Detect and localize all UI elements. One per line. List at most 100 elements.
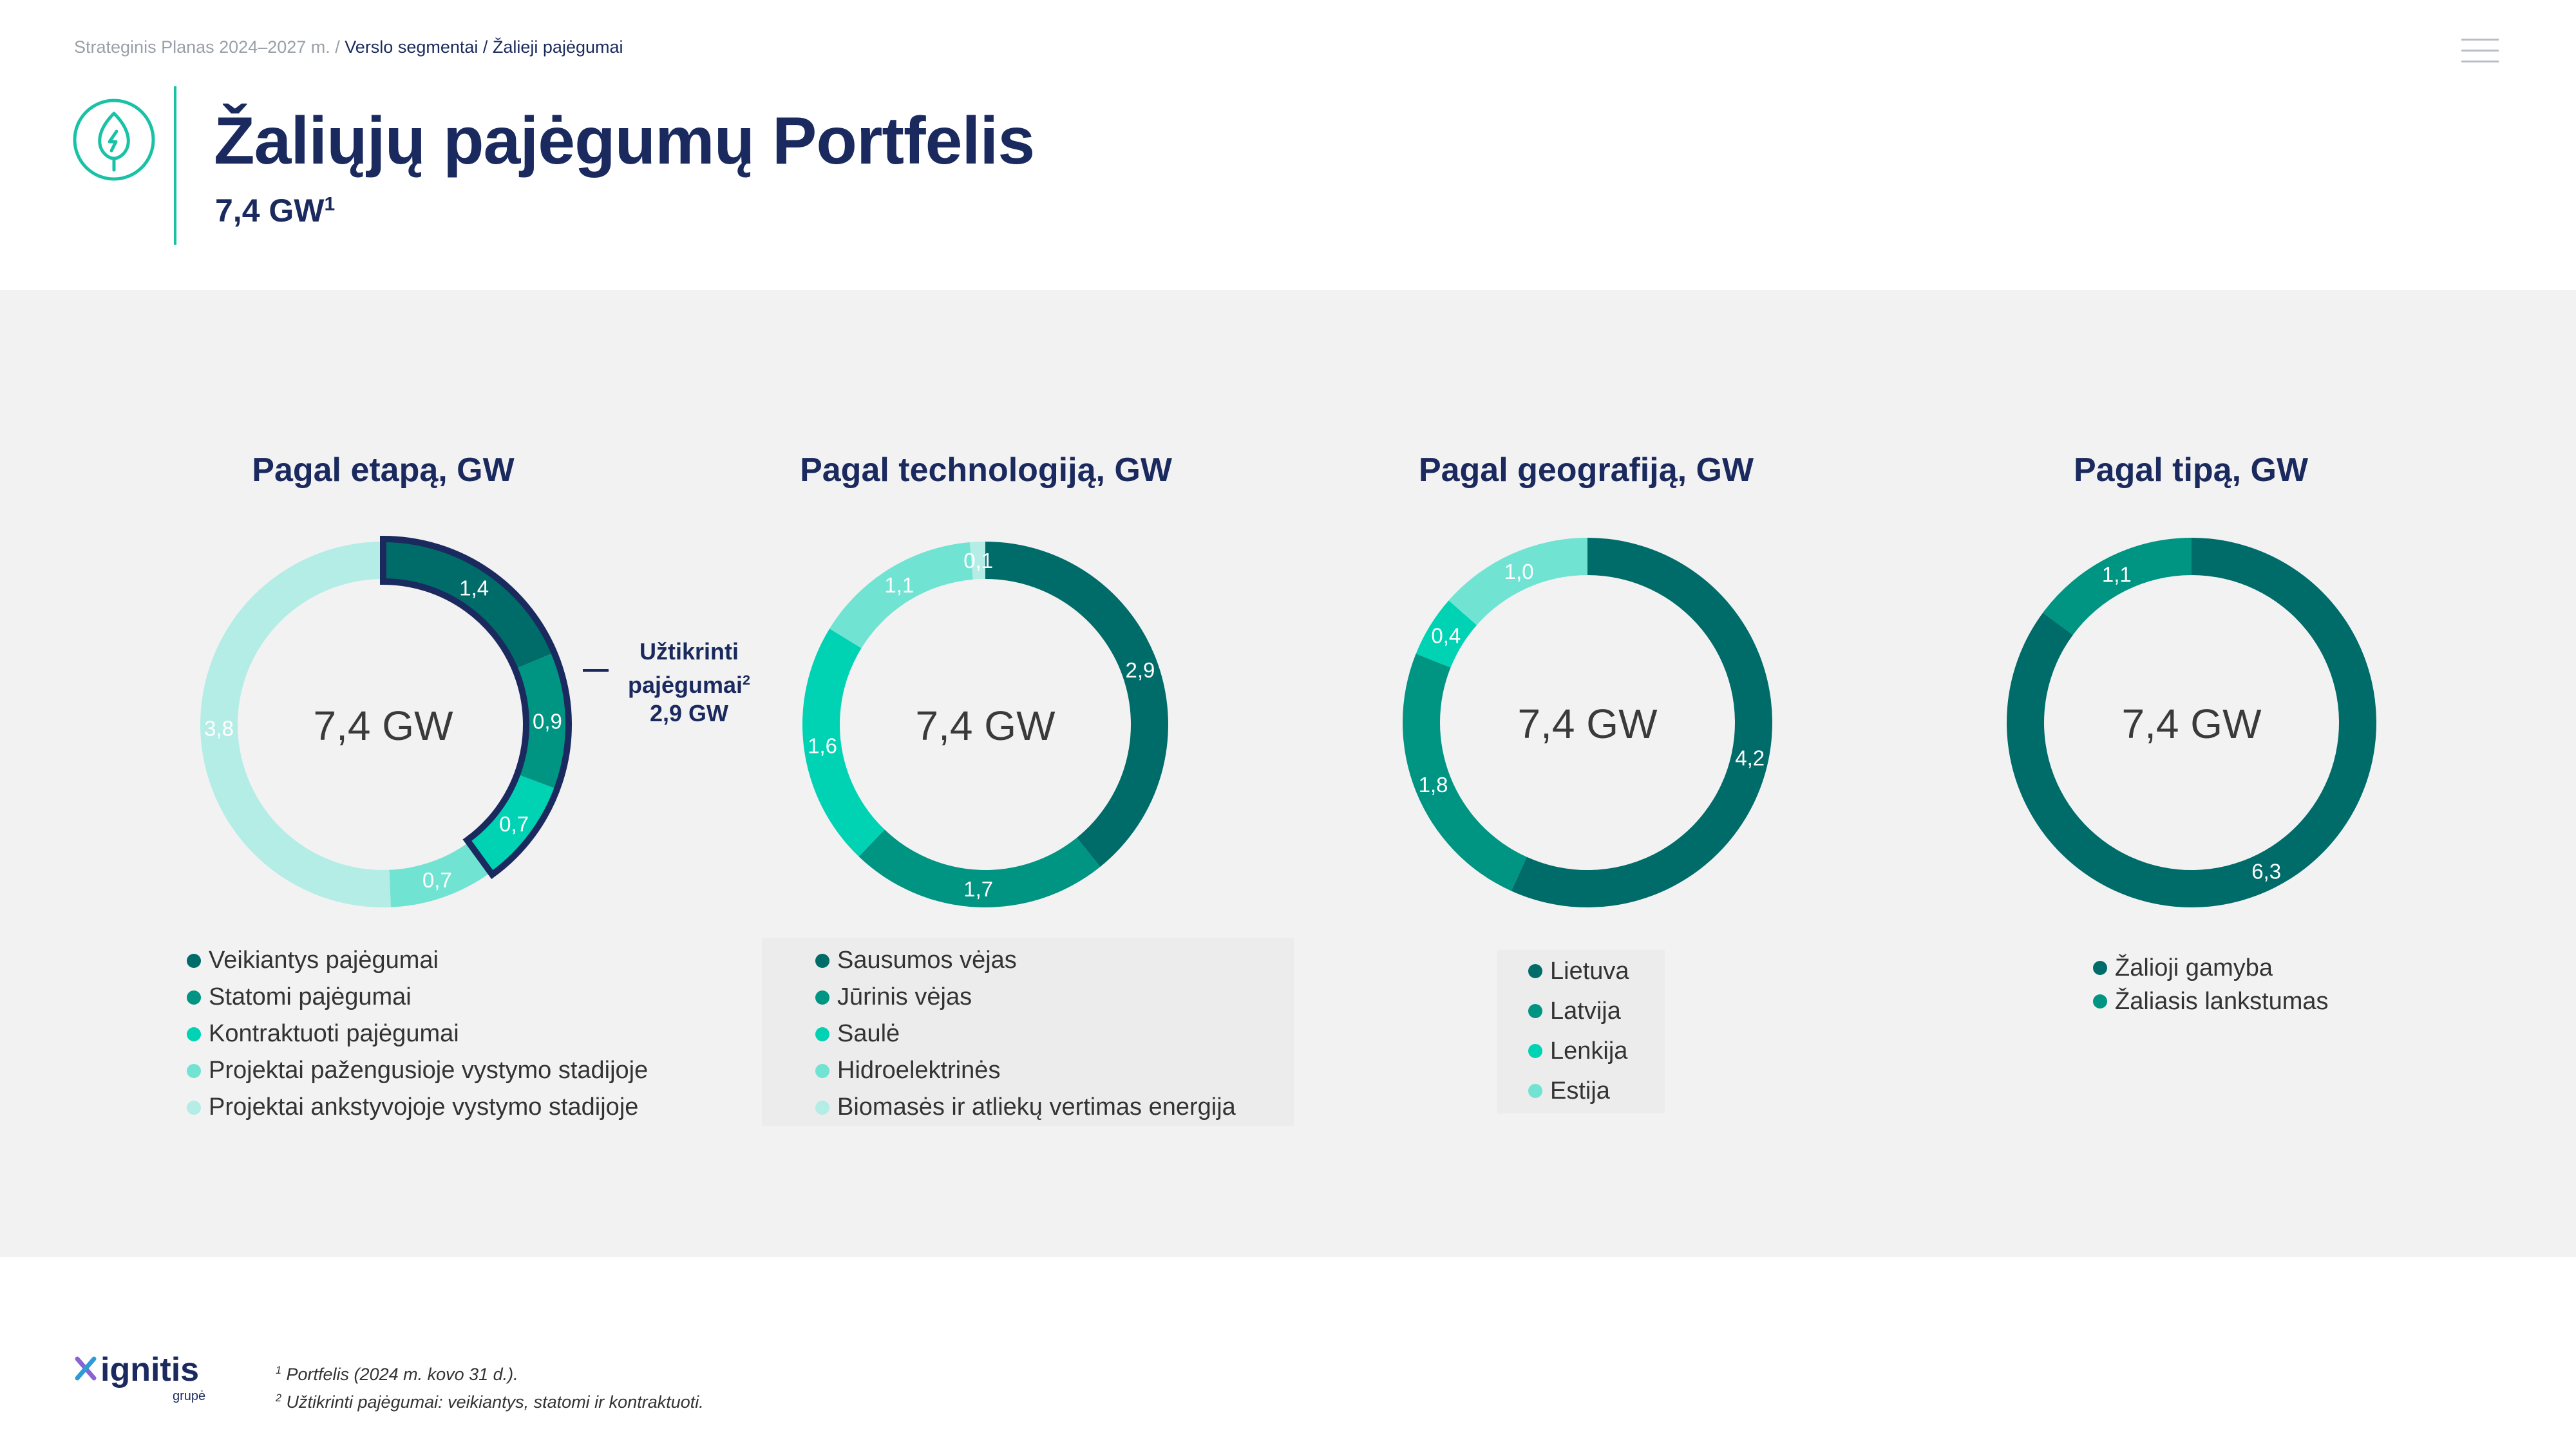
legend-technology: Sausumos vėjas Jūrinis vėjas Saulė Hidroele…: [762, 938, 1294, 1126]
slice-value-label: 1,0: [1504, 560, 1534, 583]
donut-slice: [969, 542, 985, 580]
legend-type: Žalioji gamyba Žaliasis lankstumas: [2093, 951, 2329, 1018]
legend-stage: Veikiantys pajėgumai Statomi pajėgumai Kon…: [187, 942, 648, 1126]
donut-slice: [1403, 653, 1527, 891]
leaf-energy-icon: [73, 99, 155, 181]
slice-value-label: 1,7: [963, 877, 993, 901]
slice-value-label: 4,2: [1735, 746, 1765, 770]
legend-label: Sausumos vėjas: [837, 947, 1017, 974]
legend-item: Estija: [1497, 1071, 1665, 1111]
donut-slice: [383, 542, 552, 668]
legend-item: Sausumos vėjas: [762, 942, 1294, 979]
slice-value-label: 1,1: [2102, 563, 2132, 587]
legend-swatch: [2093, 994, 2107, 1009]
secured-annotation-dash: [583, 669, 609, 672]
donut-center-label: 7,4 GW: [916, 703, 1056, 749]
legend-swatch: [2093, 961, 2107, 975]
donut-center-label: 7,4 GW: [1518, 701, 1658, 747]
legend-swatch: [1528, 1084, 1542, 1098]
legend-swatch: [815, 953, 829, 968]
donut-slice: [829, 542, 973, 649]
legend-swatch: [187, 990, 201, 1005]
legend-geography: Lietuva Latvija Lenkija Estija: [1497, 950, 1665, 1113]
chart-title-geography: Pagal geografiją, GW: [1418, 451, 1754, 489]
legend-label: Estija: [1550, 1077, 1610, 1104]
legend-item: Žaliasis lankstumas: [2093, 985, 2329, 1018]
legend-swatch: [1528, 1044, 1542, 1058]
donut-slice: [200, 542, 391, 908]
legend-item: Lietuva: [1497, 951, 1665, 991]
legend-item: Kontraktuoti pajėgumai: [187, 1016, 648, 1052]
donut-slice: [802, 629, 885, 857]
secured-label-line1: Užtikrinti: [639, 638, 739, 665]
legend-label: Veikiantys pajėgumai: [209, 947, 439, 974]
slice-value-label: 2,9: [1125, 658, 1155, 682]
slice-value-label: 1,8: [1419, 773, 1448, 797]
legend-item: Veikiantys pajėgumai: [187, 942, 648, 979]
legend-label: Kontraktuoti pajėgumai: [209, 1020, 459, 1047]
donut-slice: [517, 653, 566, 788]
logo-subtext: grupė: [173, 1389, 205, 1403]
chart-title-stage: Pagal etapą, GW: [252, 451, 515, 489]
slice-value-label: 1,4: [459, 576, 489, 600]
slice-value-label: 0,9: [533, 710, 562, 734]
donut-slice: [1448, 538, 1587, 625]
secured-capacity-outline: [380, 535, 572, 879]
page-title: Žaliųjų pajėgumų Portfelis: [214, 104, 1035, 178]
legend-label: Žalioji gamyba: [2115, 954, 2273, 981]
donut-slice: [2043, 538, 2192, 635]
legend-item: Žalioji gamyba: [2093, 951, 2329, 985]
legend-swatch: [1528, 964, 1542, 978]
breadcrumb-root[interactable]: Strateginis Planas 2024–2027 m. /: [74, 37, 340, 57]
breadcrumb-current[interactable]: Verslo segmentai / Žalieji pajėgumai: [345, 37, 623, 57]
slice-value-label: 0,1: [963, 549, 993, 573]
legend-label: Žaliasis lankstumas: [2115, 987, 2329, 1015]
legend-label: Saulė: [837, 1020, 900, 1047]
donut-slice: [389, 842, 491, 907]
legend-swatch: [815, 1027, 829, 1041]
legend-label: Statomi pajėgumai: [209, 983, 412, 1010]
footnote-2: 2 Užtikrinti pajėgumai: veikiantys, stat…: [276, 1392, 704, 1412]
legend-swatch: [815, 1063, 829, 1078]
donut-center-label: 7,4 GW: [2122, 701, 2262, 747]
legend-item: Hidroelektrinės: [762, 1052, 1294, 1089]
donut-slice: [1511, 538, 1772, 908]
logo-wordmark: ignitis: [100, 1352, 199, 1388]
legend-item: Latvija: [1497, 991, 1665, 1031]
donut-slice: [985, 542, 1168, 867]
legend-label: Projektai pažengusioje vystymo stadijoje: [209, 1057, 649, 1084]
slice-value-label: 3,8: [204, 716, 234, 740]
legend-item: Jūrinis vėjas: [762, 979, 1294, 1016]
slice-value-label: 0,7: [499, 812, 529, 836]
legend-swatch: [187, 1100, 201, 1115]
legend-item: Projektai pažengusioje vystymo stadijoje: [187, 1052, 648, 1089]
legend-item: Biomasės ir atliekų vertimas energija: [762, 1089, 1294, 1126]
hamburger-menu-icon[interactable]: [2461, 39, 2499, 64]
legend-swatch: [815, 1100, 829, 1115]
legend-label: Projektai ankstyvojoje vystymo stadijoje: [209, 1094, 639, 1121]
donut-slice: [858, 829, 1101, 907]
legend-swatch: [1528, 1004, 1542, 1018]
legend-item: Lenkija: [1497, 1031, 1665, 1071]
subtitle-footnote-mark: 1: [324, 193, 336, 215]
donut-slice: [1416, 600, 1477, 668]
secured-label-line2: pajėgumai2: [627, 672, 751, 698]
secured-label-value: 2,9 GW: [649, 700, 729, 726]
breadcrumb: Strateginis Planas 2024–2027 m. / Verslo…: [74, 37, 623, 57]
legend-label: Biomasės ir atliekų vertimas energija: [837, 1094, 1236, 1121]
donut-slice: [468, 775, 555, 873]
legend-swatch: [187, 953, 201, 968]
header-divider: [174, 86, 176, 245]
page-subtitle: 7,4 GW1: [215, 192, 335, 229]
legend-item: Projektai ankstyvojoje vystymo stadijoje: [187, 1089, 648, 1126]
legend-item: Statomi pajėgumai: [187, 979, 648, 1016]
slice-value-label: 1,1: [884, 573, 914, 597]
legend-label: Latvija: [1550, 997, 1621, 1025]
legend-swatch: [187, 1027, 201, 1041]
slice-value-label: 1,6: [808, 734, 837, 757]
legend-label: Lenkija: [1550, 1037, 1628, 1065]
slice-value-label: 0,7: [422, 868, 452, 892]
legend-item: Saulė: [762, 1016, 1294, 1052]
chart-title-technology: Pagal technologiją, GW: [800, 451, 1172, 489]
